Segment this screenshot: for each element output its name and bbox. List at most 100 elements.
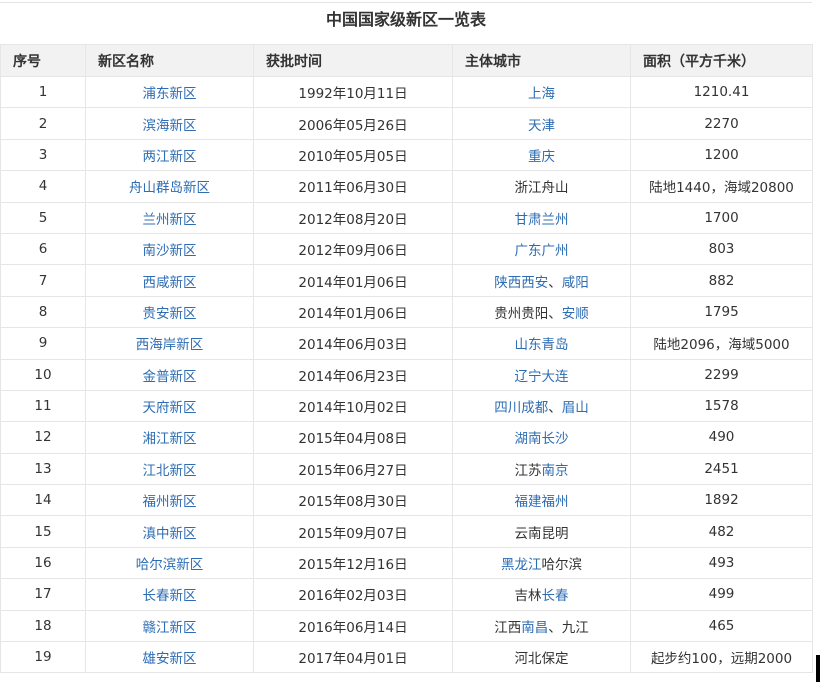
city-cell: 上海: [452, 75, 631, 109]
area-value-cell: 499: [630, 578, 813, 611]
area-value: 482: [708, 523, 735, 540]
area-value: 2270: [704, 115, 739, 132]
area-name-link-cell: 兰州新区: [85, 201, 254, 234]
area-value-cell: 起步约100，远期2000: [630, 641, 813, 674]
area-name-link[interactable]: 天府新区: [142, 400, 197, 417]
city-link[interactable]: 辽宁大连: [514, 368, 569, 385]
area-name-link-cell: 南沙新区: [85, 232, 254, 266]
city-cell: 四川成都、眉山: [452, 389, 631, 423]
city-link[interactable]: 天津: [528, 117, 555, 134]
area-name-link[interactable]: 贵安新区: [142, 305, 197, 322]
area-value-cell: 2451: [630, 452, 813, 486]
city-text: 浙江舟山: [514, 180, 569, 197]
row-number-cell: 7: [0, 264, 86, 297]
city-text: 、九江: [548, 619, 589, 636]
area-value-cell: 陆地1440，海域20800: [630, 170, 813, 203]
area-name-link[interactable]: 兰州新区: [142, 211, 197, 228]
city-link[interactable]: 咸阳: [561, 274, 589, 291]
city-link[interactable]: 南昌: [521, 619, 549, 636]
area-name-link[interactable]: 浦东新区: [142, 86, 197, 103]
area-name-link[interactable]: 滇中新区: [142, 525, 197, 542]
city-link[interactable]: 山东青岛: [514, 337, 569, 354]
row-number-cell: 10: [0, 358, 86, 391]
city-link[interactable]: 陕西西安: [494, 274, 549, 291]
area-name-link[interactable]: 滨海新区: [142, 117, 197, 134]
city-link[interactable]: 广东广州: [514, 243, 569, 260]
city-cell: 福建福州: [452, 484, 631, 517]
approval-date-cell: 2015年06月27日: [253, 452, 453, 486]
table-row: 10 金普新区 2014年06月23日 辽宁大连 2299: [0, 358, 813, 391]
row-number-cell: 13: [0, 452, 86, 486]
area-name-link[interactable]: 雄安新区: [142, 651, 197, 668]
approval-date-cell: 2012年08月20日: [253, 201, 453, 234]
area-value: 1700: [704, 209, 739, 226]
area-name-link-cell: 舟山群岛新区: [85, 170, 254, 203]
area-name-link[interactable]: 两江新区: [142, 148, 197, 165]
approval-date: 2015年06月27日: [298, 462, 408, 479]
city-link[interactable]: 长春: [541, 588, 569, 605]
table-row: 2 滨海新区 2006年05月26日 天津 2270: [0, 107, 813, 140]
city-link[interactable]: 安顺: [561, 305, 589, 322]
city-link[interactable]: 重庆: [528, 148, 555, 165]
city-cell: 江苏南京: [452, 452, 631, 486]
area-name-link[interactable]: 哈尔滨新区: [135, 557, 204, 574]
table-row: 4 舟山群岛新区 2011年06月30日 浙江舟山 陆地1440，海域20800: [0, 170, 813, 203]
area-name-link[interactable]: 西海岸新区: [135, 337, 204, 354]
row-number-cell: 9: [0, 327, 86, 360]
city-text: 、: [548, 274, 562, 291]
city-link[interactable]: 四川成都: [494, 400, 549, 417]
table-row: 6 南沙新区 2012年09月06日 广东广州 803: [0, 232, 813, 266]
city-text: 哈尔滨: [541, 557, 583, 574]
area-name-link-cell: 西海岸新区: [85, 327, 254, 360]
approval-date-cell: 2015年12月16日: [253, 546, 453, 580]
approval-date-cell: 2012年09月06日: [253, 232, 453, 266]
city-link[interactable]: 眉山: [561, 400, 589, 417]
city-cell: 重庆: [452, 138, 631, 172]
approval-date-cell: 2016年06月14日: [253, 609, 453, 643]
city-cell: 浙江舟山: [452, 170, 631, 203]
row-number: 10: [34, 366, 52, 383]
row-number-cell: 14: [0, 484, 86, 517]
area-name-link[interactable]: 赣江新区: [142, 619, 197, 636]
area-value-cell: 1700: [630, 201, 813, 234]
area-name-link[interactable]: 福州新区: [142, 494, 197, 511]
approval-date-cell: 2015年08月30日: [253, 484, 453, 517]
area-value-cell: 803: [630, 232, 813, 266]
area-name-link[interactable]: 长春新区: [142, 588, 197, 605]
city-text: 云南昆明: [514, 525, 569, 542]
area-value: 2451: [704, 460, 739, 477]
area-name-link[interactable]: 湘江新区: [142, 431, 197, 448]
city-link[interactable]: 南京: [541, 462, 569, 479]
table-row: 17 长春新区 2016年02月03日 吉林长春 499: [0, 578, 813, 611]
approval-date: 2011年06月30日: [298, 180, 408, 197]
area-value-cell: 1200: [630, 138, 813, 172]
area-name-link[interactable]: 金普新区: [142, 368, 197, 385]
approval-date-cell: 1992年10月11日: [253, 75, 453, 109]
approval-date: 2016年06月14日: [298, 619, 408, 636]
area-name-link[interactable]: 西咸新区: [142, 274, 197, 291]
header-no: 序号: [0, 44, 86, 77]
area-value-cell: 2299: [630, 358, 813, 391]
city-cell: 黑龙江哈尔滨: [452, 546, 631, 580]
city-link[interactable]: 黑龙江: [501, 557, 542, 574]
header-date: 获批时间: [253, 44, 453, 77]
row-number: 4: [38, 178, 48, 195]
city-link[interactable]: 湖南长沙: [514, 431, 569, 448]
city-link[interactable]: 甘肃兰州: [514, 211, 569, 228]
table-row: 13 江北新区 2015年06月27日 江苏南京 2451: [0, 452, 813, 486]
row-number-cell: 6: [0, 232, 86, 266]
approval-date: 2017年04月01日: [298, 651, 408, 668]
city-cell: 广东广州: [452, 232, 631, 266]
row-number: 5: [38, 209, 48, 226]
area-name-link[interactable]: 江北新区: [142, 462, 197, 479]
area-name-link-cell: 哈尔滨新区: [85, 546, 254, 580]
city-link[interactable]: 福建福州: [514, 494, 569, 511]
area-value: 2299: [704, 366, 739, 383]
area-value: 803: [708, 241, 735, 258]
row-number-cell: 18: [0, 609, 86, 643]
city-link[interactable]: 上海: [528, 86, 555, 103]
approval-date: 2015年08月30日: [298, 494, 408, 511]
area-name-link[interactable]: 南沙新区: [142, 243, 197, 260]
table-title: 中国国家级新区一览表: [325, 10, 486, 29]
area-name-link[interactable]: 舟山群岛新区: [129, 180, 210, 197]
